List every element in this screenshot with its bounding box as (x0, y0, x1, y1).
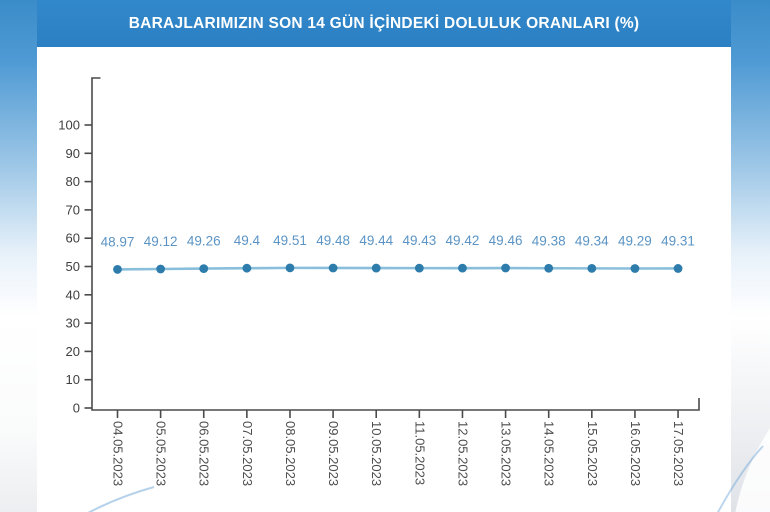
x-axis-date-label: 11.05.2023 (412, 421, 427, 485)
y-axis-tick-label: 10 (66, 372, 80, 387)
data-point-marker (199, 264, 209, 273)
data-value-label: 49.51 (273, 233, 307, 248)
data-value-label: 49.42 (446, 233, 480, 248)
x-axis-date-label: 04.05.2023 (111, 421, 126, 486)
axes (91, 77, 700, 411)
data-value-label: 48.97 (101, 234, 135, 249)
data-value-label: 49.34 (575, 233, 609, 248)
data-point-marker (673, 264, 683, 273)
data-value-label: 49.38 (532, 233, 566, 248)
data-point-marker (285, 263, 295, 273)
x-axis-date-label: 15.05.2023 (585, 421, 600, 486)
data-point-marker (544, 263, 554, 273)
data-point-marker (242, 263, 252, 273)
data-value-label: 49.4 (234, 233, 261, 248)
data-point-marker (587, 263, 597, 273)
data-line (117, 266, 679, 271)
data-value-label: 49.31 (661, 233, 695, 248)
x-axis-date-label: 13.05.2023 (499, 421, 514, 486)
x-axis-date-label: 16.05.2023 (628, 421, 643, 486)
data-point-marker (630, 264, 640, 273)
y-axis-tick-label: 80 (66, 174, 80, 189)
data-point-marker (156, 264, 166, 274)
data-point-marker (501, 263, 510, 273)
y-axis-tick-label: 40 (66, 287, 80, 302)
y-axis-tick-label: 60 (66, 231, 80, 246)
data-value-label: 49.48 (316, 233, 350, 248)
right-gradient-strip (731, 0, 770, 512)
x-axis-date-label: 08.05.2023 (283, 421, 298, 486)
decorative-arc-bottom-left (87, 486, 155, 512)
y-axis-tick-label: 90 (66, 146, 80, 161)
decorative-arc-bottom-right (716, 445, 764, 512)
y-axis-tick-label: 0 (73, 401, 80, 416)
x-axis-date-label: 07.05.2023 (240, 421, 255, 486)
data-point-marker (458, 263, 467, 273)
x-axis-date-label: 06.05.2023 (197, 421, 212, 486)
x-axis-date-label: 17.05.2023 (671, 421, 686, 486)
data-value-label: 49.29 (618, 234, 652, 249)
data-value-label: 49.44 (359, 233, 393, 248)
x-axis-date-label: 12.05.2023 (455, 421, 470, 486)
data-point-marker (113, 265, 122, 274)
data-point-marker (328, 263, 338, 273)
decorative-swoosh-bottom-right (735, 428, 770, 512)
chart-panel: BARAJLARIMIZIN SON 14 GÜN İÇİNDEKİ DOLUL… (37, 0, 731, 512)
y-axis-tick-label: 30 (66, 316, 80, 331)
data-value-label: 49.12 (144, 234, 178, 249)
chart-title: BARAJLARIMIZIN SON 14 GÜN İÇİNDEKİ DOLUL… (128, 14, 640, 32)
data-point-marker (414, 263, 424, 273)
chart-title-bar: BARAJLARIMIZIN SON 14 GÜN İÇİNDEKİ DOLUL… (37, 0, 731, 47)
x-axis-date-label: 10.05.2023 (369, 421, 384, 486)
y-axis-tick-label: 100 (58, 118, 80, 133)
y-axis-tick-label: 50 (66, 259, 80, 274)
x-axis-date-label: 05.05.2023 (154, 421, 169, 486)
y-axis-tick-label: 70 (66, 202, 80, 217)
data-value-label: 49.26 (187, 234, 221, 249)
left-gradient-strip (0, 0, 37, 512)
data-value-label: 49.43 (402, 233, 436, 248)
data-point-marker (371, 263, 381, 273)
x-axis-date-label: 14.05.2023 (542, 421, 557, 486)
x-axis-date-label: 09.05.2023 (326, 421, 341, 486)
data-value-label: 49.46 (489, 233, 523, 248)
y-axis-tick-label: 20 (66, 344, 80, 359)
